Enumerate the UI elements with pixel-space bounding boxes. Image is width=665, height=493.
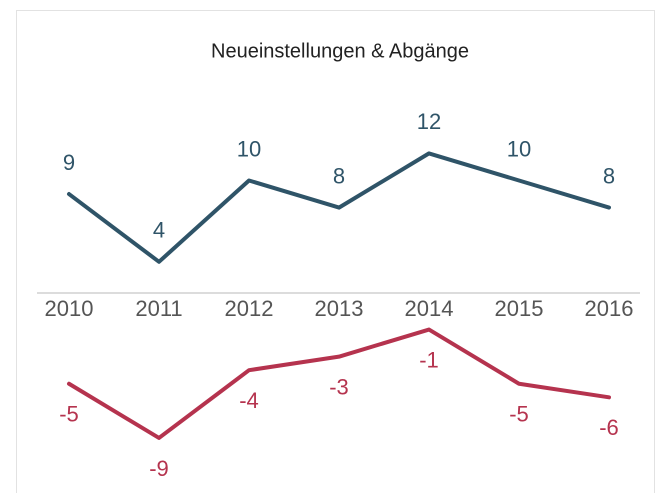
- x-tick-label: 2015: [495, 296, 544, 321]
- chart-title: Neueinstellungen & Abgänge: [211, 40, 469, 62]
- x-tick-label: 2012: [225, 296, 274, 321]
- x-tick-label: 2014: [405, 296, 454, 321]
- data-label: -9: [149, 456, 169, 481]
- data-label: 10: [237, 136, 261, 161]
- x-tick-label: 2016: [585, 296, 634, 321]
- data-label: -6: [599, 415, 619, 440]
- data-label: -4: [239, 388, 259, 413]
- line-series: [67, 151, 611, 264]
- line-series: [67, 327, 611, 440]
- data-label: -5: [509, 402, 529, 427]
- data-label: 8: [603, 163, 615, 188]
- data-label: -5: [59, 402, 79, 427]
- data-label: 9: [63, 150, 75, 175]
- data-label: 10: [507, 136, 531, 161]
- x-tick-label: 2013: [315, 296, 364, 321]
- data-label: 12: [417, 109, 441, 134]
- data-label: 4: [153, 218, 165, 243]
- data-label: 8: [333, 163, 345, 188]
- data-label: -3: [329, 374, 349, 399]
- data-label: -1: [419, 347, 439, 372]
- x-tick-label: 2010: [45, 296, 94, 321]
- x-tick-label: 2011: [135, 296, 182, 321]
- chart-frame: [16, 10, 655, 493]
